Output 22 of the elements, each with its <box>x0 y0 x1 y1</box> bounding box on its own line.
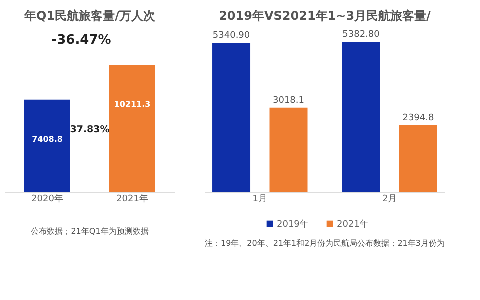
chart-title: 2019年VS2021年1~3月民航旅客量/ <box>219 9 432 23</box>
text: -36.47% <box>52 33 112 48</box>
bar <box>399 125 438 192</box>
x-tick-label: 1月 <box>252 194 268 204</box>
legend-label: 2019年 <box>277 219 309 230</box>
data-label: 3018.1 <box>273 96 304 106</box>
data-label: 5340.90 <box>212 31 250 42</box>
data-label: 5382.80 <box>342 30 380 40</box>
data-label: 7408.8 <box>32 134 64 144</box>
annotation: 37.83% <box>70 124 110 136</box>
x-tick-label: 2021年 <box>116 194 148 204</box>
bar <box>342 42 380 192</box>
bar <box>270 108 308 192</box>
data-label: 2394.8 <box>402 113 434 124</box>
text: 注：19年、20年、21年1和2月份为民航局公布数据；21年3月份为 <box>205 239 445 248</box>
bar <box>212 43 251 192</box>
x-tick-label: 2月 <box>382 194 398 204</box>
text: 公布数据；21年Q1年为预测数据 <box>31 227 149 236</box>
x-tick-label: 2020年 <box>32 194 64 204</box>
legend-label: 2021年 <box>337 219 369 230</box>
data-label: 10211.3 <box>114 100 151 110</box>
chart-title: 年Q1民航旅客量/万人次 <box>24 9 156 23</box>
